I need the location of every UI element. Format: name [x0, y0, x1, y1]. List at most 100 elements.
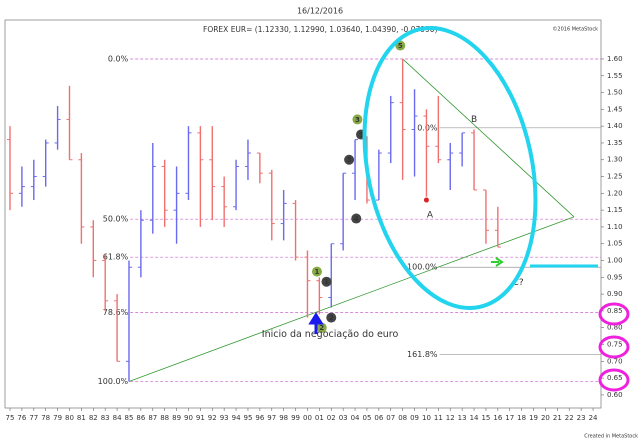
wave-label: 3	[347, 156, 352, 164]
x-tick-label: 09	[410, 414, 419, 422]
chart-title: 16/12/2016	[297, 7, 343, 16]
wave-label: 4	[354, 215, 359, 223]
y-tick-label: 1.45	[607, 105, 623, 113]
annotation: A	[427, 211, 434, 221]
x-tick-label: 77	[29, 414, 38, 422]
fib-label: 61.8%	[103, 253, 129, 262]
fib-label: 0.0%	[417, 123, 438, 132]
x-tick-label: 13	[458, 414, 467, 422]
wave-marker	[311, 266, 322, 277]
y-tick-label: 1.60	[607, 55, 623, 63]
y-tick-label: 1.00	[607, 257, 623, 265]
x-tick-label: 23	[577, 414, 586, 422]
y-tick-label: 0.75	[607, 341, 623, 349]
x-tick-label: 96	[255, 414, 264, 422]
x-tick-label: 99	[291, 414, 300, 422]
wave-marker	[316, 322, 327, 333]
highlight-circle	[598, 302, 630, 326]
x-tick-label: 97	[267, 414, 276, 422]
x-tick-label: 81	[77, 414, 86, 422]
wave-marker	[321, 276, 332, 287]
y-tick-label: 0.95	[607, 273, 623, 281]
x-tick-label: 07	[386, 414, 395, 422]
watermark: ©2016 MetaStock	[552, 26, 598, 33]
y-tick-label: 0.90	[607, 290, 623, 298]
y-tick-label: 1.05	[607, 240, 623, 248]
fib-label: 100.0%	[407, 263, 438, 272]
x-tick-label: 19	[529, 414, 538, 422]
highlight-circle	[598, 368, 630, 392]
y-tick-label: 0.80	[607, 324, 623, 332]
x-tick-label: 11	[434, 414, 443, 422]
fib-label: 100.0%	[98, 377, 129, 386]
arrow-up	[308, 312, 324, 334]
x-tick-label: 08	[398, 414, 407, 422]
x-tick-label: 89	[172, 414, 181, 422]
trendline	[402, 58, 575, 218]
x-tick-label: 88	[160, 414, 169, 422]
fib-label: 78.6%	[103, 308, 129, 317]
credit: Created in MetaStock	[584, 434, 638, 440]
x-tick-label: 16	[493, 414, 502, 422]
annotation: B	[471, 115, 477, 125]
x-tick-label: 24	[589, 414, 598, 422]
wave-label: 1	[315, 268, 320, 276]
y-tick-label: 1.25	[607, 173, 623, 181]
x-tick-label: 02	[327, 414, 336, 422]
x-tick-label: 00	[303, 414, 312, 422]
y-tick-label: 0.70	[607, 357, 623, 365]
x-tick-label: 86	[136, 414, 145, 422]
fib-label: 50.0%	[103, 215, 129, 224]
x-tick-label: 14	[470, 414, 479, 422]
x-tick-label: 20	[541, 414, 550, 422]
arrow-right	[491, 257, 504, 267]
y-tick-label: 1.10	[607, 223, 623, 231]
x-tick-label: 90	[184, 414, 193, 422]
trendline	[128, 216, 575, 382]
x-tick-label: 05	[362, 414, 371, 422]
x-tick-label: 80	[65, 414, 74, 422]
y-tick-label: 0.85	[607, 307, 623, 315]
x-tick-label: 94	[232, 414, 241, 422]
x-tick-label: 03	[339, 414, 348, 422]
x-tick-label: 87	[148, 414, 157, 422]
y-tick-label: 0.60	[607, 391, 623, 399]
x-tick-label: 79	[53, 414, 62, 422]
x-tick-label: 01	[315, 414, 324, 422]
wave-marker	[351, 213, 362, 224]
x-tick-label: 83	[101, 414, 110, 422]
y-tick-label: 0.65	[607, 374, 623, 382]
wave-label: 5	[359, 131, 364, 139]
wave-marker	[352, 114, 363, 125]
x-tick-label: 21	[553, 414, 562, 422]
x-tick-label: 12	[446, 414, 455, 422]
wave-label: 2	[329, 314, 334, 322]
chart-subtitle: FOREX EUR= (1.12330, 1.12990, 1.03640, 1…	[203, 25, 438, 34]
x-tick-label: 17	[505, 414, 514, 422]
highlight-circle	[598, 335, 630, 359]
wave-marker	[326, 312, 337, 323]
x-tick-label: 18	[517, 414, 526, 422]
x-tick-label: 76	[17, 414, 26, 422]
fib-label: 161.8%	[407, 350, 438, 359]
y-tick-label: 1.40	[607, 122, 623, 130]
x-tick-label: 95	[244, 414, 253, 422]
highlight-ellipse	[362, 26, 538, 310]
annotation: C?	[513, 278, 524, 288]
x-tick-label: 85	[125, 414, 134, 422]
y-tick-label: 1.50	[607, 89, 623, 97]
x-tick-label: 91	[196, 414, 205, 422]
wave-label: 3	[355, 116, 360, 124]
x-tick-label: 93	[220, 414, 229, 422]
x-tick-label: 84	[113, 414, 122, 422]
fib-label: 0.0%	[108, 54, 129, 63]
y-tick-label: 1.30	[607, 156, 623, 164]
y-tick-label: 1.15	[607, 206, 623, 214]
x-tick-label: 22	[565, 414, 574, 422]
x-tick-label: 98	[279, 414, 288, 422]
wave-label: 1	[324, 278, 329, 286]
x-tick-label: 04	[351, 414, 360, 422]
x-tick-label: 10	[422, 414, 431, 422]
